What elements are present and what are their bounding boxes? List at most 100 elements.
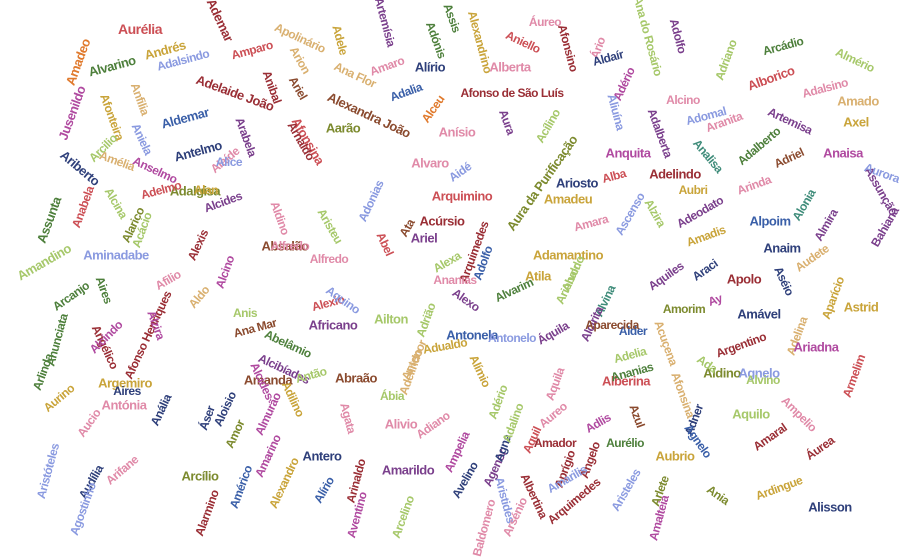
word-label: Alivio: [384, 416, 418, 432]
word-label: Anália: [147, 392, 175, 428]
word-label: Adonias: [355, 178, 387, 224]
word-label: Adalgisa: [169, 183, 221, 199]
word-label: Arcílio: [181, 468, 219, 484]
word-label: Ay: [706, 291, 724, 309]
word-label: Arquimino: [431, 188, 493, 204]
word-label: Alborico: [745, 62, 797, 94]
word-label: Américo: [226, 463, 256, 511]
word-label: Araci: [689, 256, 721, 284]
word-label: Amandino: [14, 240, 74, 284]
word-label: Almério: [833, 44, 877, 76]
word-label: Arlinda: [29, 351, 57, 393]
word-label: Agnelo: [738, 365, 780, 381]
word-label: Aquiles: [645, 258, 687, 294]
word-label: Aniello: [503, 27, 543, 57]
word-label: Axel: [843, 114, 869, 130]
word-label: Aurélia: [118, 21, 162, 37]
word-label: Bahiana: [868, 204, 902, 250]
word-label: Aldemar: [159, 104, 211, 132]
word-label: Baldomero: [469, 498, 499, 558]
word-label: Anaim: [763, 240, 801, 256]
word-label: Aucio: [74, 406, 104, 440]
word-label: Aires: [92, 274, 116, 306]
word-label: Alexis: [184, 227, 212, 263]
word-label: Áurea: [803, 433, 837, 463]
word-label: Aristóteles: [33, 441, 63, 501]
word-label: Agata: [337, 401, 359, 435]
word-label: Adelindo: [649, 166, 701, 182]
word-label: Aniela: [128, 121, 156, 157]
word-label: Aurino: [40, 381, 78, 415]
word-label: Adriel: [771, 145, 807, 171]
word-label: Aura: [496, 107, 518, 137]
word-label: Amadis: [684, 222, 728, 250]
word-label: Alexo: [449, 285, 483, 315]
word-label: Amor: [222, 417, 248, 451]
word-label: Alpoim: [749, 213, 791, 229]
word-label: Ana do Rosário: [630, 0, 666, 78]
word-label: Alexandro: [266, 455, 302, 511]
word-label: Antónia: [101, 397, 147, 413]
word-label: Alice: [215, 155, 243, 169]
word-label: Áser: [196, 404, 218, 432]
word-label: Amado: [837, 93, 879, 109]
word-label: Adónis: [422, 19, 450, 61]
word-label: Alisson: [808, 499, 852, 515]
word-label: Aldino: [703, 365, 741, 381]
word-label: Ábia: [379, 389, 405, 403]
word-label: Alvarim: [492, 275, 536, 305]
word-label: Aldo: [185, 283, 213, 311]
word-label: Amadeu: [543, 191, 593, 207]
word-label: Adele: [329, 23, 351, 57]
word-label: Alvino: [746, 373, 780, 387]
word-label: Abraão: [335, 370, 377, 386]
word-label: Alírio: [311, 474, 337, 506]
word-label: Arcanjo: [50, 278, 92, 314]
word-label: Ananias: [433, 273, 477, 287]
word-label: Ailton: [374, 311, 408, 327]
word-label: Adualdo: [421, 335, 469, 357]
word-label: Amara: [572, 211, 610, 235]
word-label: Aristeu: [314, 206, 346, 246]
word-label: Alba: [600, 166, 628, 186]
word-label: Alberina: [601, 373, 651, 389]
word-label: Aparício: [818, 274, 848, 322]
word-label: Agostinho: [67, 480, 99, 538]
word-label: Adolfo: [666, 17, 690, 55]
word-label: Alzira: [641, 196, 669, 230]
word-label: Alexa: [430, 248, 464, 276]
word-label: Afonso de São Luís: [460, 86, 564, 100]
word-label: Assunta: [33, 194, 65, 246]
word-label: Armelim: [839, 352, 869, 400]
word-label: Anísio: [438, 124, 476, 140]
word-label: Aminadabe: [83, 247, 149, 263]
word-label: Adlis: [582, 410, 614, 436]
word-label: Anaisa: [823, 145, 863, 161]
word-label: Aparecida: [585, 318, 639, 332]
word-label: Amanda: [243, 372, 293, 388]
word-label: Ariel: [410, 230, 438, 246]
word-label: Áquila: [534, 318, 572, 348]
word-label: Ariel: [285, 74, 311, 102]
word-label: Aséio: [771, 264, 797, 298]
word-label: Aarão: [325, 120, 361, 136]
word-label: Amorim: [662, 302, 706, 316]
word-label: Aidé: [446, 159, 474, 185]
word-label: Amaral: [750, 420, 790, 454]
word-label: Adamantino: [532, 247, 604, 263]
word-label: Adiano: [413, 408, 453, 442]
word-label: Amador: [533, 436, 577, 450]
word-label: Alarmino: [192, 488, 222, 538]
word-label: Absalão: [261, 238, 309, 254]
word-label: Azul: [626, 402, 648, 430]
word-label: Anquita: [605, 145, 651, 161]
word-label: Alfredo: [270, 239, 310, 253]
word-label: Alcina: [101, 185, 131, 221]
word-label: Amélia: [97, 148, 137, 174]
word-label: Anabela: [69, 184, 97, 230]
word-label: Argemiro: [98, 375, 152, 391]
word-label: Afilio: [152, 267, 184, 293]
word-label: Amparo: [229, 37, 275, 63]
word-label: Adriano: [712, 37, 740, 83]
